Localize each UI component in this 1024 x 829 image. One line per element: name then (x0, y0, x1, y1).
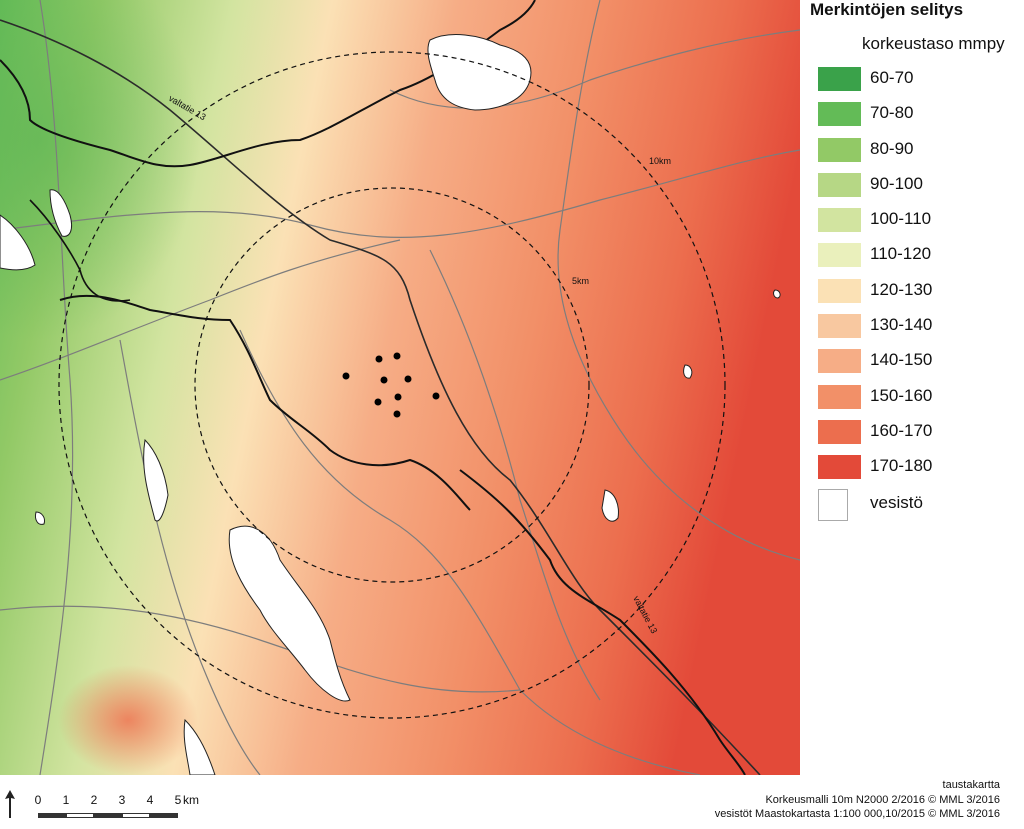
scale-unit: km (183, 793, 199, 807)
legend-title: Merkintöjen selitys (810, 0, 963, 20)
credits-line-3: vesistöt Maastokartasta 1:100 000,10/201… (715, 807, 1000, 822)
scale-tick-label: 1 (63, 793, 70, 807)
scale-segment (38, 813, 66, 818)
scale-segment (66, 813, 94, 818)
turbine-marker (375, 399, 382, 406)
turbine-marker (376, 356, 383, 363)
legend-swatch (818, 138, 861, 162)
legend-swatch (818, 385, 861, 409)
legend-label: 120-130 (870, 280, 932, 300)
legend-swatch-water (818, 489, 848, 521)
legend-label: 90-100 (870, 174, 923, 194)
scale-tick-label: 2 (91, 793, 98, 807)
legend-label: 140-150 (870, 350, 932, 370)
legend-swatch (818, 173, 861, 197)
scale-tick-label: 3 (119, 793, 126, 807)
turbine-marker (394, 353, 401, 360)
ring-10km-label: 10km (649, 156, 671, 166)
legend-label: 100-110 (870, 209, 931, 229)
scale-bar: 0 1 2 3 4 5 km (30, 793, 260, 829)
scale-segment (150, 813, 178, 818)
map-credits: taustakartta Korkeusmalli 10m N2000 2/20… (715, 778, 1000, 822)
legend-label: 170-180 (870, 456, 932, 476)
highland-spot (58, 665, 198, 775)
map-legend: Merkintöjen selitys korkeustaso mmpy 60-… (810, 0, 1024, 540)
legend-swatch (818, 67, 861, 91)
scale-segment (122, 813, 150, 818)
credits-line-1: taustakartta (715, 778, 1000, 793)
scale-tick-label: 5 (175, 793, 182, 807)
legend-swatch (818, 349, 861, 373)
pond-small-3 (774, 290, 781, 298)
legend-swatch (818, 243, 861, 267)
legend-swatch (818, 455, 861, 479)
turbine-marker (394, 411, 401, 418)
legend-swatch (818, 102, 861, 126)
legend-swatch (818, 420, 861, 444)
turbine-marker (381, 377, 388, 384)
north-arrow-icon (4, 790, 16, 818)
legend-label: 130-140 (870, 315, 932, 335)
turbine-marker (395, 394, 402, 401)
legend-label: 70-80 (870, 103, 913, 123)
credits-line-2: Korkeusmalli 10m N2000 2/2016 © MML 3/20… (715, 793, 1000, 808)
legend-label: 110-120 (870, 244, 931, 264)
scale-tick-label: 0 (35, 793, 42, 807)
legend-label: 150-160 (870, 386, 932, 406)
scale-tick-label: 4 (147, 793, 154, 807)
legend-label: 160-170 (870, 421, 932, 441)
elevation-map[interactable]: 10km 5km valtatie 13 valtatie 13 (0, 0, 800, 775)
legend-label: 60-70 (870, 68, 913, 88)
legend-swatch (818, 314, 861, 338)
legend-subtitle: korkeustaso mmpy (862, 34, 1005, 54)
legend-label: 80-90 (870, 139, 913, 159)
turbine-marker (433, 393, 440, 400)
ring-5km-label: 5km (572, 276, 589, 286)
turbine-marker (405, 376, 412, 383)
turbine-marker (343, 373, 350, 380)
scale-segment (94, 813, 122, 818)
legend-swatch (818, 208, 861, 232)
legend-label-water: vesistö (870, 493, 923, 513)
legend-swatch (818, 279, 861, 303)
